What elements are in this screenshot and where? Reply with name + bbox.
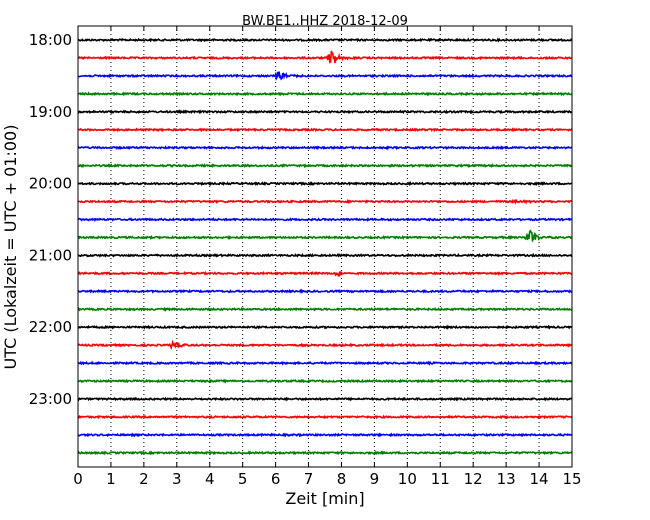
x-tick-label: 2 [139,470,149,488]
x-tick-label: 11 [431,470,450,488]
y-tick-label: 18:00 [29,31,72,49]
y-tick-label: 22:00 [29,318,72,336]
x-tick-label: 8 [337,470,347,488]
seismic-trace-1845 [77,91,573,97]
seismic-trace-2000 [77,181,573,187]
seismic-trace-2015 [77,198,573,205]
seismic-trace-1815 [78,50,573,64]
x-tick-label: 3 [172,470,182,488]
y-tick-label: 19:00 [29,103,72,121]
x-tick-label: 12 [464,470,483,488]
y-axis-ticks: 18:00 19:00 20:00 21:00 22:00 23:00 [29,31,572,408]
seismic-trace-2230 [77,360,573,366]
chart-title: BW.BE1..HHZ 2018-12-09 [242,14,408,29]
x-tick-label: 13 [497,470,516,488]
x-tick-label: 4 [205,470,215,488]
x-tick-label: 14 [530,470,549,488]
seismic-trace-2045 [77,229,573,243]
y-tick-label: 23:00 [29,390,72,408]
seismic-trace-2245 [77,378,573,384]
plot-frame [77,25,573,468]
x-tick-label: 1 [106,470,116,488]
seismic-trace-2115 [77,270,573,277]
seismic-trace-1900 [77,109,573,115]
seismic-trace-2145 [77,306,573,312]
x-tick-label: 9 [370,470,380,488]
seismic-trace-2345 [77,450,573,456]
seismic-trace-1915 [78,127,573,133]
x-tick-label: 10 [398,470,417,488]
seismic-trace-2130 [77,288,573,295]
x-axis-label: Zeit [min] [285,489,364,508]
y-axis-label: UTC (Lokalzeit = UTC + 01:00) [1,125,20,370]
x-tick-label: 6 [271,470,281,488]
seismic-traces [77,37,573,456]
seismic-trace-2315 [77,414,573,420]
x-tick-label: 7 [304,470,314,488]
seismic-trace-2100 [77,252,572,258]
seismic-trace-1945 [77,163,573,169]
x-tick-label: 15 [562,470,581,488]
seismic-trace-2030 [77,216,573,222]
seismic-trace-1930 [77,145,573,151]
x-tick-label: 5 [238,470,248,488]
seismic-trace-2215 [77,339,573,351]
y-tick-label: 20:00 [29,175,72,193]
seismic-trace-2330 [77,432,573,438]
grid-lines [110,26,540,467]
seismic-trace-1830 [77,71,573,82]
x-tick-label: 0 [73,470,83,488]
seismic-trace-2200 [77,324,573,330]
x-axis-ticks: 0 1 2 3 4 5 6 7 8 9 10 11 12 13 14 15 [73,26,582,488]
y-tick-label: 21:00 [29,246,72,264]
seismic-trace-2300 [77,396,573,402]
seismic-trace-1800 [77,37,573,43]
